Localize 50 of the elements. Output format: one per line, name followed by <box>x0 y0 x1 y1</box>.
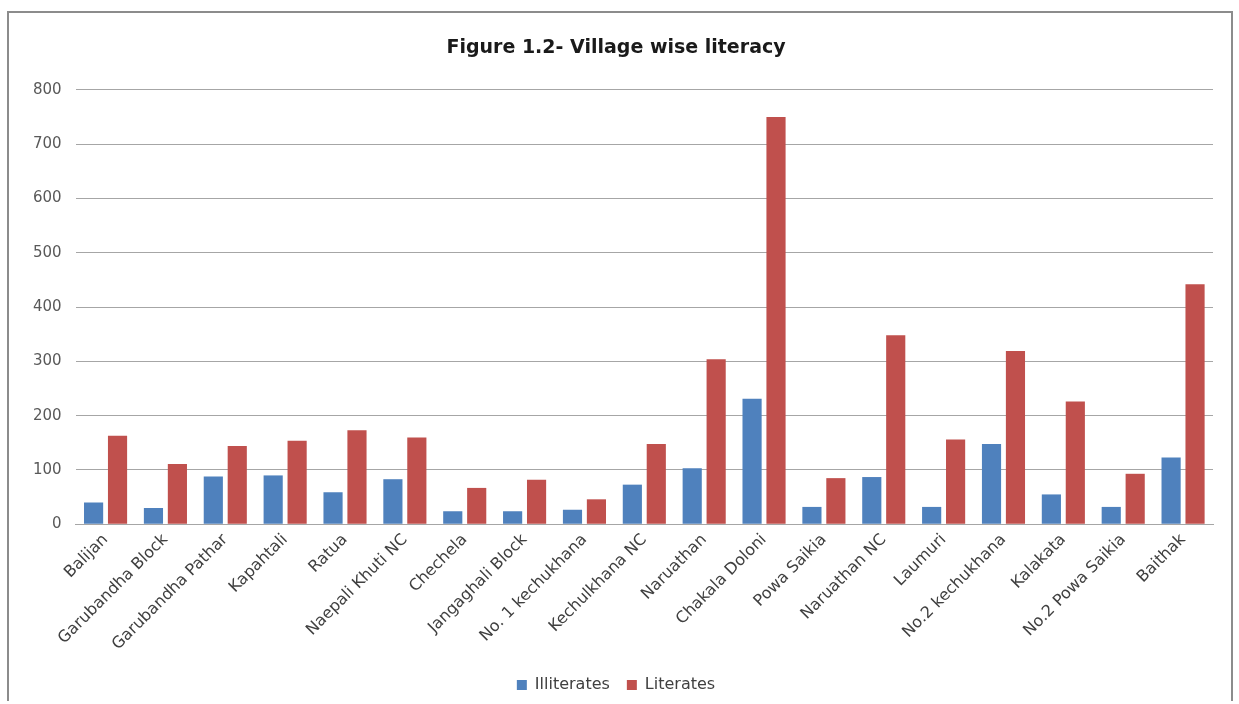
y-tick-label: 400 <box>32 296 62 315</box>
bar <box>407 437 427 524</box>
bar <box>203 476 223 524</box>
y-tick-label: 700 <box>32 134 62 152</box>
bar <box>646 443 666 524</box>
y-tick-label: 100 <box>32 459 62 478</box>
bar <box>826 478 846 524</box>
y-tick-label: 500 <box>32 242 62 261</box>
bar <box>503 511 523 524</box>
bar <box>586 499 606 524</box>
bar <box>862 477 882 524</box>
bar <box>981 443 1002 524</box>
bar <box>323 492 343 524</box>
y-tick-label: 600 <box>32 188 62 207</box>
y-tick-label: 0 <box>52 514 62 533</box>
bar <box>1101 506 1121 524</box>
bar <box>922 506 942 524</box>
bar <box>347 430 367 524</box>
bar <box>1161 457 1181 524</box>
legend-label: Illiterates <box>534 674 610 694</box>
bar <box>167 464 187 524</box>
bar <box>1065 401 1085 524</box>
bar <box>1041 494 1061 524</box>
legend-label: Literates <box>644 674 716 694</box>
bar <box>622 484 642 524</box>
chart-title: Figure 1.2- Village wise literacy <box>446 35 787 58</box>
bar <box>886 335 906 524</box>
bar <box>706 359 726 524</box>
bar <box>143 508 164 524</box>
bar <box>84 502 104 524</box>
bar <box>1005 351 1026 524</box>
bar <box>562 509 583 524</box>
bar <box>526 479 547 524</box>
bar <box>682 468 702 524</box>
y-tick-label: 800 <box>32 79 62 98</box>
bar <box>742 398 762 524</box>
bar <box>107 435 128 524</box>
y-tick-label: 200 <box>32 405 62 424</box>
bar <box>263 475 283 524</box>
bar <box>227 446 247 524</box>
bar <box>443 511 463 524</box>
bar <box>802 506 822 524</box>
bar <box>467 487 487 524</box>
bar <box>383 479 403 524</box>
bar <box>766 116 786 524</box>
bar <box>1125 473 1145 524</box>
bar <box>287 440 307 524</box>
y-tick-label: 300 <box>32 351 62 370</box>
bar <box>1185 284 1205 524</box>
bar <box>946 439 966 524</box>
